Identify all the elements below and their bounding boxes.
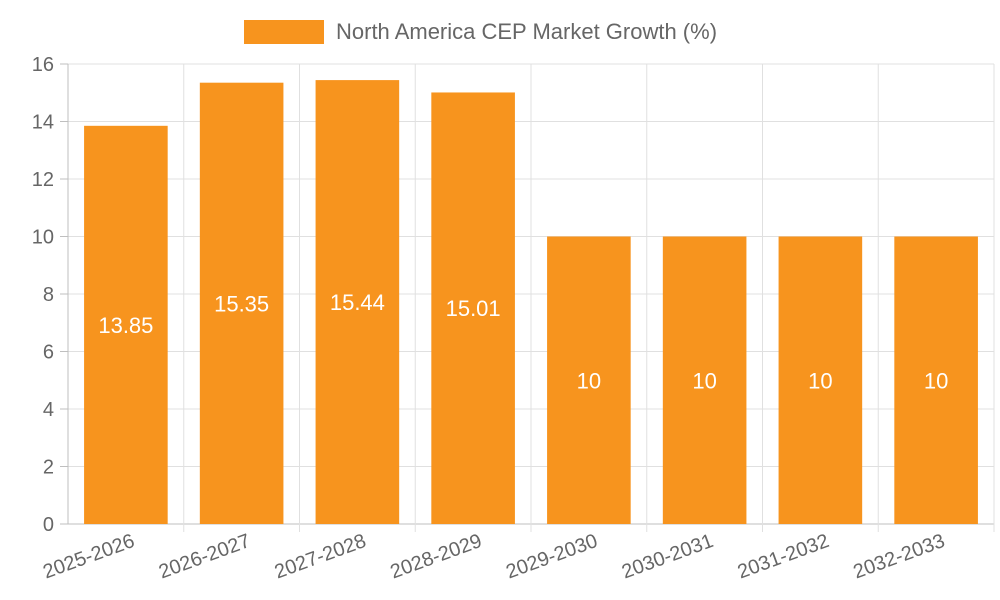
data-labels: 13.85 15.35 15.44 15.01 10 10 10 10: [98, 290, 948, 393]
bar: [894, 236, 978, 524]
legend-label: North America CEP Market Growth (%): [336, 19, 717, 44]
data-label: 13.85: [98, 313, 153, 338]
data-label: 10: [577, 368, 601, 393]
x-tick-label: 2030-2031: [619, 530, 716, 583]
data-label: 10: [692, 368, 716, 393]
bar: [315, 80, 400, 524]
legend-swatch: [244, 20, 324, 44]
y-axis: 0 2 4 6 8 10 12 14 16: [32, 54, 69, 536]
y-tick-label: 12: [32, 169, 54, 191]
bar: [431, 92, 515, 525]
y-tick-label: 0: [43, 514, 54, 536]
y-tick-label: 10: [32, 227, 54, 249]
data-label: 10: [924, 368, 948, 393]
legend: North America CEP Market Growth (%): [244, 19, 717, 44]
x-tick-label: 2031-2032: [735, 530, 832, 583]
y-tick-label: 16: [32, 54, 54, 76]
x-tick-label: 2026-2027: [156, 530, 253, 583]
bar: [199, 82, 284, 524]
data-label: 10: [808, 368, 832, 393]
bar: [778, 236, 863, 524]
data-label: 15.35: [214, 291, 269, 316]
x-tick-label: 2029-2030: [503, 530, 600, 583]
data-label: 15.01: [446, 296, 501, 321]
x-tick-label: 2027-2028: [272, 530, 369, 583]
y-tick-label: 4: [43, 399, 54, 421]
y-tick-label: 8: [43, 284, 54, 306]
bars: [84, 80, 978, 525]
data-label: 15.44: [330, 290, 385, 315]
bar: [662, 236, 747, 524]
y-tick-label: 6: [43, 342, 54, 364]
x-tick-label: 2032-2033: [850, 530, 947, 583]
bar: [84, 125, 168, 524]
x-tick-label: 2028-2029: [387, 530, 484, 583]
y-tick-label: 2: [43, 457, 54, 479]
y-tick-label: 14: [32, 112, 54, 134]
x-axis: 2025-2026 2026-2027 2027-2028 2028-2029 2029…: [40, 530, 948, 583]
bar: [547, 236, 631, 524]
x-tick-label: 2025-2026: [40, 530, 137, 583]
